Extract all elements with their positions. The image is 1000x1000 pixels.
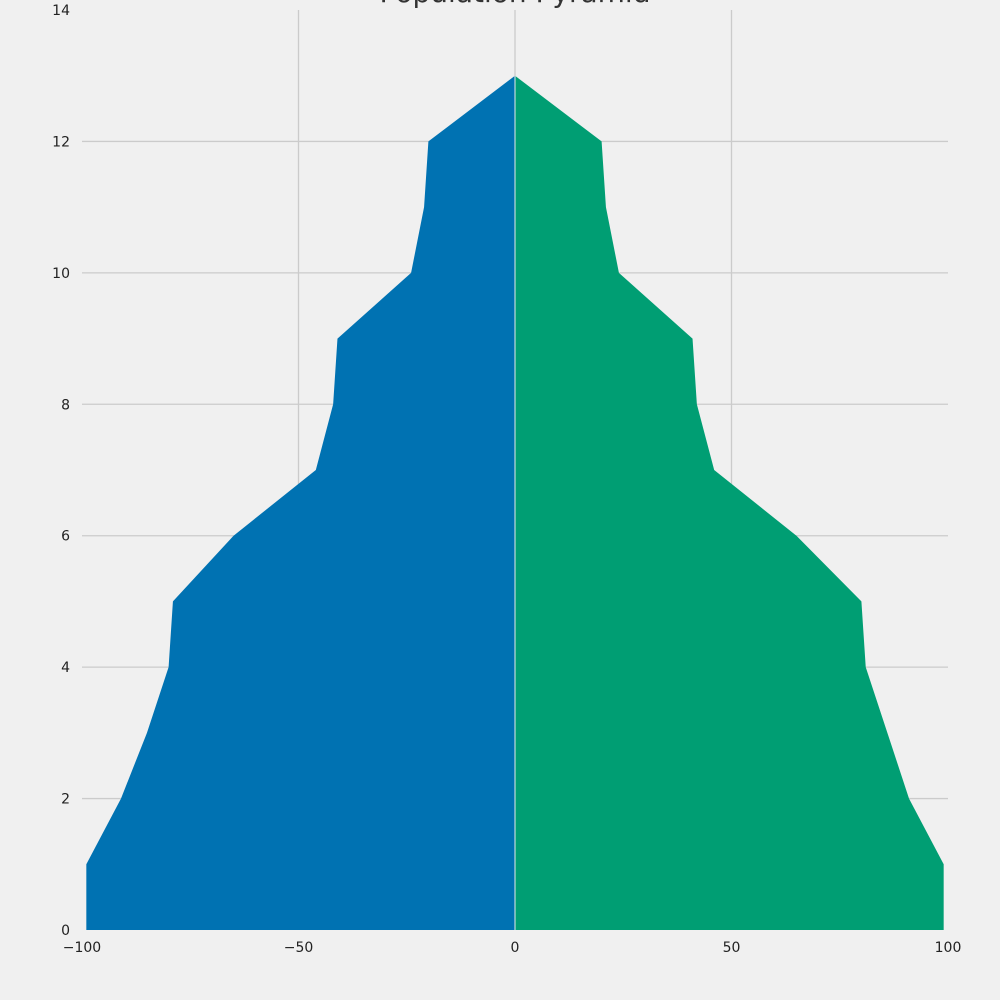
x-tick-label: 0 (511, 940, 520, 956)
x-tick-label: 50 (723, 940, 741, 956)
x-tick-label: −50 (284, 940, 314, 956)
y-tick-label: 6 (61, 529, 70, 545)
y-tick-label: 4 (61, 660, 70, 676)
y-tick-label: 8 (61, 397, 70, 413)
right-series-area (515, 75, 944, 930)
y-tick-label: 14 (52, 3, 70, 19)
chart-title: Population Pyramid (380, 0, 651, 9)
y-tick-label: 0 (61, 923, 70, 939)
series-areas (86, 75, 944, 930)
y-tick-label: 10 (52, 266, 70, 282)
x-tick-label: −100 (63, 940, 101, 956)
x-tick-label: 100 (935, 940, 962, 956)
y-tick-label: 2 (61, 792, 70, 808)
axis-ticks: −100 −50 0 50 100 0 2 4 6 8 10 12 14 (52, 3, 961, 956)
y-tick-label: 12 (52, 134, 70, 150)
left-series-area (86, 75, 515, 930)
